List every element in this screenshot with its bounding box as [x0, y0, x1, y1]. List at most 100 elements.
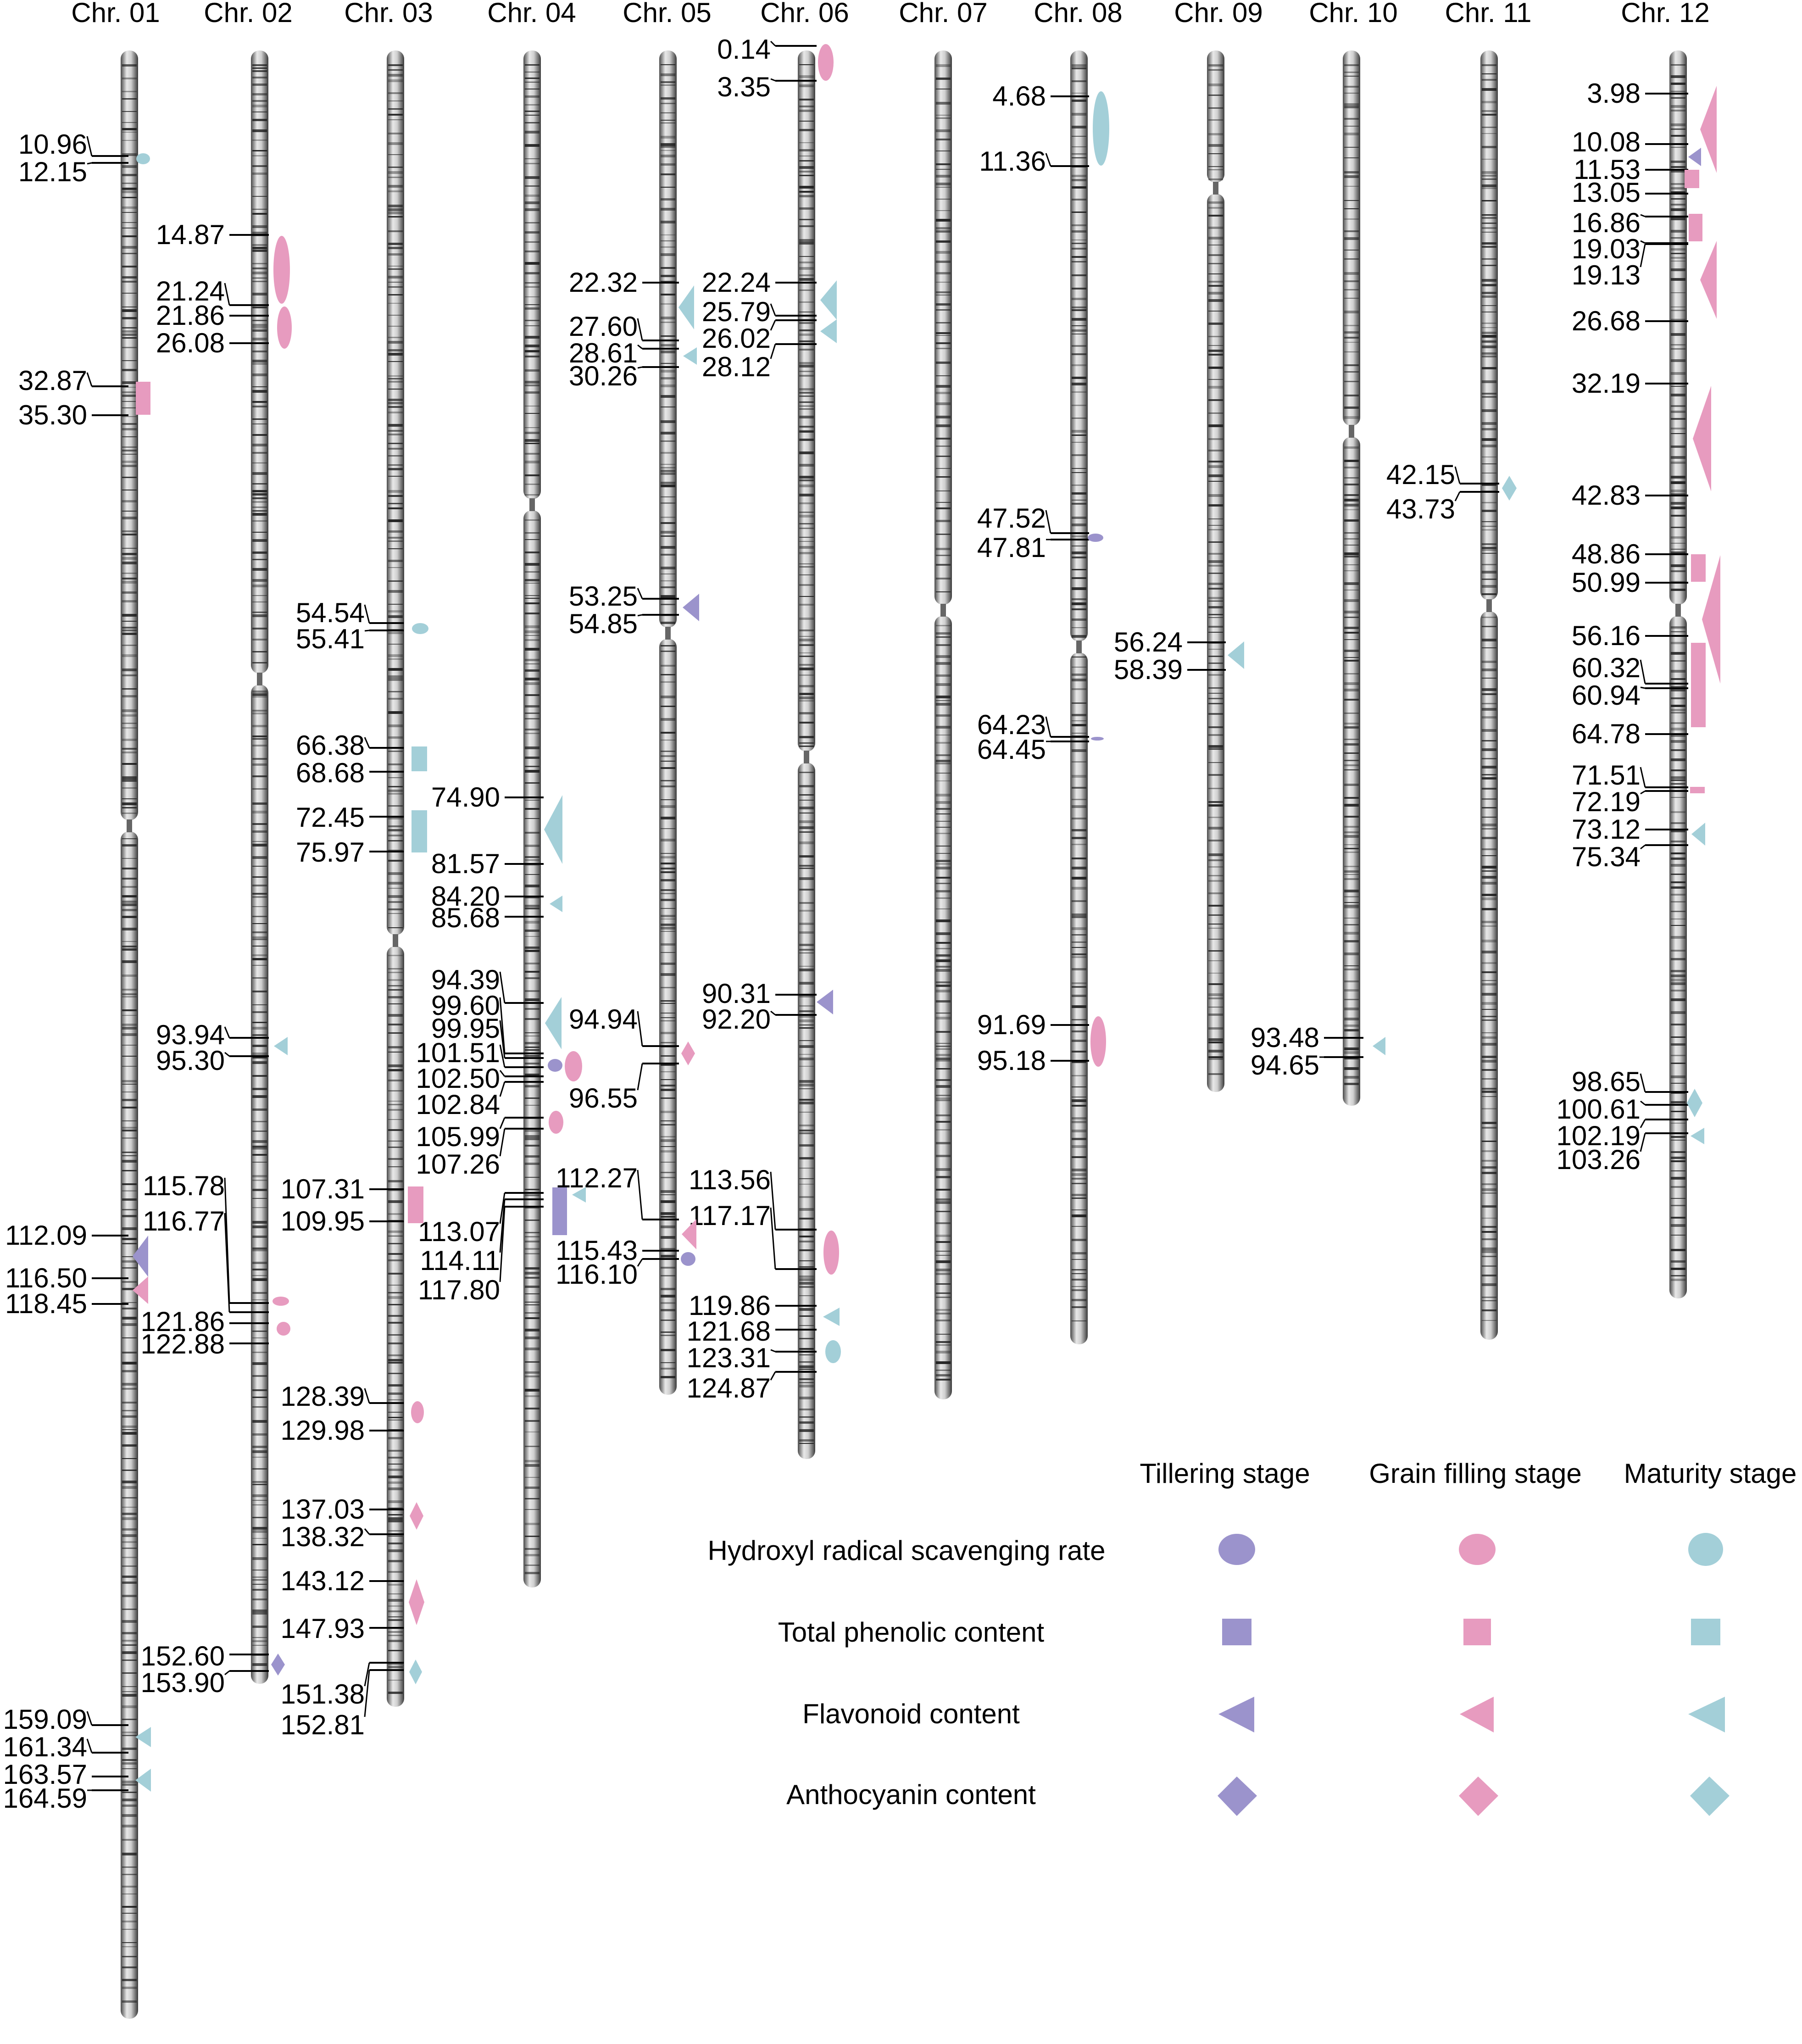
- qtl-triangle: [683, 347, 697, 365]
- position-label: 116.10: [556, 1259, 638, 1290]
- qtl-triangle: [1693, 386, 1711, 491]
- position-label: 72.45: [296, 802, 365, 833]
- position-tick: 137.03: [280, 1494, 404, 1525]
- position-label: 138.32: [280, 1521, 365, 1552]
- position-tick: 123.31: [686, 1342, 817, 1373]
- qtl-square: [412, 746, 427, 771]
- chromosome-bar: [523, 50, 541, 1587]
- position-tick: 159.09: [3, 1704, 128, 1735]
- position-tick: 100.61: [1556, 1094, 1688, 1125]
- position-tick: 122.88: [140, 1329, 269, 1359]
- legend-triangle-maturity-icon: [1688, 1697, 1725, 1732]
- position-label: 14.87: [156, 219, 225, 250]
- position-tick: 30.26: [569, 361, 679, 391]
- chr-title: Chr. 05: [623, 0, 711, 28]
- position-label: 129.98: [280, 1415, 365, 1446]
- position-tick: 35.30: [18, 400, 128, 430]
- qtl-diamond: [271, 1654, 285, 1676]
- position-label: 47.81: [977, 532, 1046, 563]
- position-label: 22.24: [702, 267, 771, 298]
- position-label: 47.52: [977, 503, 1046, 534]
- position-label: 81.57: [431, 848, 500, 879]
- position-tick: 3.35: [717, 72, 817, 102]
- position-tick: 4.68: [992, 81, 1089, 111]
- position-tick: 56.24: [1114, 627, 1226, 657]
- position-label: 151.38: [280, 1679, 365, 1710]
- position-label: 94.39: [431, 964, 500, 995]
- position-tick: 116.77: [143, 1206, 269, 1313]
- position-label: 115.78: [143, 1170, 225, 1201]
- position-tick: 11.53: [1574, 154, 1688, 185]
- position-label: 153.90: [140, 1667, 225, 1698]
- position-label: 60.32: [1572, 652, 1641, 683]
- position-tick: 72.45: [296, 802, 404, 833]
- chr-title: Chr. 06: [760, 0, 849, 28]
- position-label: 84.20: [431, 881, 500, 912]
- qtl-triangle: [133, 1236, 148, 1277]
- position-label: 124.87: [686, 1373, 771, 1404]
- position-label: 119.86: [689, 1290, 771, 1321]
- qtl-square: [552, 1187, 567, 1235]
- position-label: 28.61: [569, 338, 638, 368]
- position-tick: 81.57: [431, 848, 544, 879]
- position-tick: 60.94: [1572, 680, 1688, 711]
- position-tick: 54.85: [569, 608, 679, 639]
- position-label: 94.94: [569, 1004, 638, 1035]
- qtl-triangle: [274, 1037, 288, 1055]
- qtl-triangle: [133, 1276, 148, 1304]
- position-label: 152.81: [280, 1710, 365, 1740]
- qtl-circle: [823, 1231, 839, 1275]
- legend-diamond-tillering-icon: [1218, 1777, 1257, 1816]
- position-label: 116.77: [143, 1206, 225, 1236]
- position-tick: 90.31: [702, 978, 817, 1009]
- chr-title: Chr. 01: [71, 0, 160, 28]
- position-label: 123.31: [686, 1342, 771, 1373]
- legend-stage-grain-filling: Grain filling stage: [1369, 1458, 1582, 1489]
- position-tick: 54.54: [296, 597, 404, 628]
- position-label: 101.51: [416, 1037, 500, 1068]
- position-label: 26.08: [156, 328, 225, 358]
- position-tick: 153.90: [140, 1667, 269, 1698]
- position-tick: 93.94: [156, 1019, 269, 1050]
- position-tick: 112.27: [556, 1163, 679, 1220]
- position-tick: 102.19: [1556, 1119, 1688, 1151]
- position-label: 112.27: [556, 1163, 638, 1193]
- position-tick: 28.61: [569, 338, 679, 368]
- chr-title: Chr. 04: [487, 0, 576, 28]
- position-label: 100.61: [1556, 1094, 1641, 1125]
- chromosome-bar: [1070, 50, 1088, 1344]
- qtl-circle: [136, 153, 150, 164]
- position-label: 48.86: [1572, 539, 1641, 569]
- position-tick: 109.95: [280, 1206, 404, 1236]
- legend-circle-grain-icon: [1459, 1534, 1496, 1565]
- position-label: 4.68: [992, 81, 1046, 111]
- position-tick: 117.80: [418, 1206, 544, 1305]
- position-label: 117.17: [689, 1200, 771, 1231]
- legend-circle-maturity-icon: [1688, 1533, 1723, 1566]
- position-tick: 102.84: [416, 1081, 544, 1120]
- position-tick: 105.99: [416, 1117, 544, 1152]
- position-tick: 151.38: [280, 1662, 404, 1710]
- position-tick: 116.10: [556, 1258, 679, 1290]
- position-tick: 164.59: [3, 1783, 128, 1814]
- position-tick: 147.93: [280, 1613, 404, 1644]
- position-label: 43.73: [1386, 494, 1455, 524]
- position-tick: 115.78: [143, 1170, 269, 1304]
- position-tick: 116.50: [5, 1263, 128, 1293]
- position-label: 50.99: [1572, 567, 1641, 598]
- position-tick: 11.36: [979, 146, 1089, 177]
- position-label: 27.60: [569, 311, 638, 342]
- chromosome-bar: [1343, 50, 1360, 1106]
- position-label: 60.94: [1572, 680, 1641, 711]
- qtl-circle: [273, 236, 290, 304]
- qtl-triangle: [572, 1187, 586, 1203]
- qtl-triangle: [1688, 148, 1701, 166]
- legend-stage-maturity: Maturity stage: [1624, 1458, 1797, 1489]
- qtl-triangle: [550, 896, 562, 912]
- position-label: 143.12: [280, 1565, 365, 1596]
- qtl-circle: [549, 1111, 563, 1134]
- chr-title: Chr. 08: [1034, 0, 1122, 28]
- position-tick: 73.12: [1572, 814, 1688, 845]
- qtl-square: [408, 1186, 423, 1223]
- legend-square-maturity-icon: [1691, 1619, 1720, 1645]
